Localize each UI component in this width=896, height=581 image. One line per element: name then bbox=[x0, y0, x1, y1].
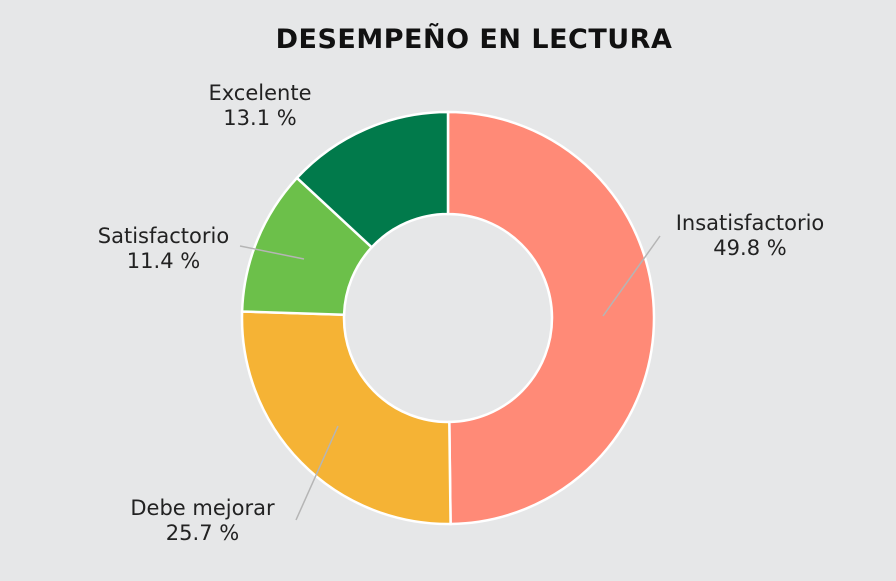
slice-label-excelente: Excelente 13.1 % bbox=[195, 81, 325, 131]
chart-title: DESEMPEÑO EN LECTURA bbox=[275, 24, 673, 55]
slice-insatisfactorio bbox=[446, 110, 656, 526]
leader-line-insatisfactorio bbox=[602, 235, 661, 317]
slice-value-insatisfactorio: 49.8 % bbox=[713, 236, 787, 260]
slice-label-debe-mejorar: Debe mejorar 25.7 % bbox=[115, 496, 290, 546]
slice-value-satisfactorio: 11.4 % bbox=[126, 249, 201, 273]
leader-line-debe-mejorar bbox=[295, 425, 339, 521]
slice-name-insatisfactorio: Insatisfactorio bbox=[675, 211, 825, 235]
slice-label-insatisfactorio: Insatisfactorio 49.8 % bbox=[670, 211, 830, 261]
slice-debe-mejorar bbox=[240, 310, 452, 526]
slice-name-debe-mejorar: Debe mejorar bbox=[130, 496, 275, 520]
slice-excelente bbox=[295, 110, 450, 250]
slice-name-satisfactorio: Satisfactorio bbox=[97, 224, 230, 248]
slice-label-satisfactorio: Satisfactorio 11.4 % bbox=[86, 224, 241, 274]
leader-line-satisfactorio bbox=[239, 245, 305, 260]
slice-name-excelente: Excelente bbox=[208, 81, 312, 105]
slice-value-excelente: 13.1 % bbox=[223, 106, 297, 130]
slice-value-debe-mejorar: 25.7 % bbox=[165, 521, 240, 545]
